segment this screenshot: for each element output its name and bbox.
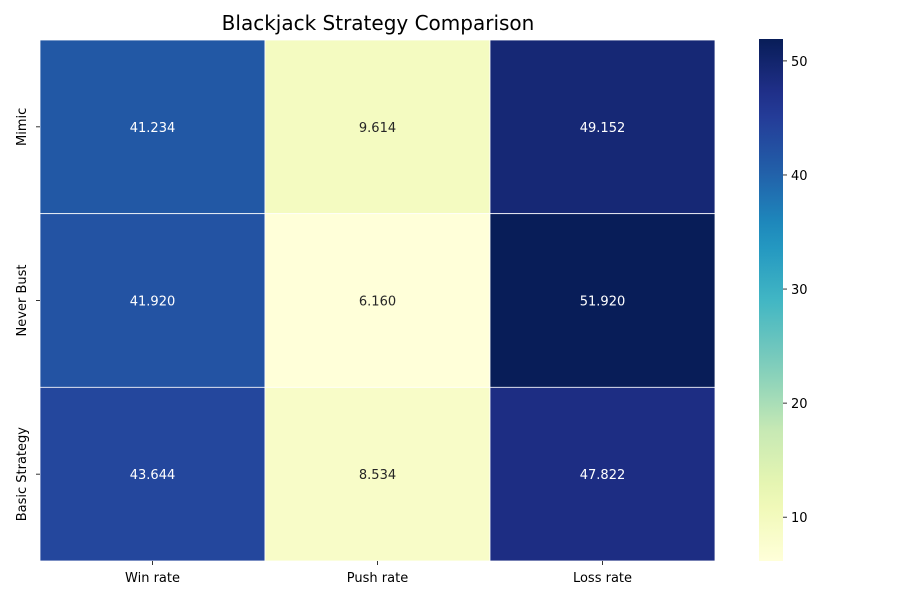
heatmap-cells [39,39,716,562]
y-tick-label: Never Bust [15,265,30,337]
x-tick-label: Win rate [125,571,180,586]
colorbar: 10 20 30 40 50 [759,39,808,561]
heatmap-cell-never-bust-loss-rate [489,213,716,388]
heatmap-cell-labels: 41.234 9.614 49.152 41.920 6.160 51.920 43.644… [130,121,626,483]
heatmap-cell-mimic-push-rate [264,39,491,215]
colorbar-tick-label: 10 [791,511,808,526]
colorbar-tick-label: 20 [791,397,808,412]
cell-value-label: 47.822 [580,468,626,483]
y-axis: Mimic Never Bust Basic Strategy [15,108,40,522]
heatmap-cell-basic-strategy-win-rate [39,386,266,562]
cell-value-label: 8.534 [359,468,396,483]
heatmap-cell-mimic-win-rate [39,39,266,215]
y-tick-label: Basic Strategy [15,427,30,522]
colorbar-tick-label: 40 [791,169,808,184]
heatmap-cell-never-bust-win-rate [39,213,266,388]
y-tick-label: Mimic [15,108,30,146]
heatmap-cell-basic-strategy-push-rate [264,386,491,562]
heatmap-cell-mimic-loss-rate [489,39,716,215]
x-tick-label: Loss rate [573,571,632,586]
x-tick-label: Push rate [347,571,408,586]
colorbar-gradient [759,39,783,561]
heatmap-cell-never-bust-push-rate [264,213,491,388]
cell-value-label: 49.152 [580,121,626,136]
cell-value-label: 41.920 [130,295,176,310]
cell-value-label: 9.614 [359,121,396,136]
x-axis: Win rate Push rate Loss rate [125,561,632,586]
colorbar-tick-label: 30 [791,283,808,298]
cell-value-label: 6.160 [359,295,396,310]
cell-value-label: 43.644 [130,468,176,483]
chart-title: Blackjack Strategy Comparison [222,11,535,35]
cell-value-label: 41.234 [130,121,176,136]
cell-value-label: 51.920 [580,295,626,310]
colorbar-tick-label: 50 [791,55,808,70]
